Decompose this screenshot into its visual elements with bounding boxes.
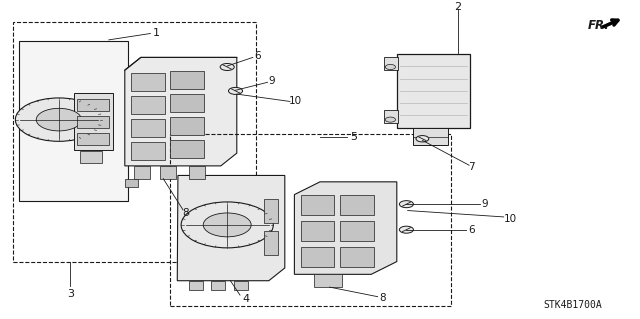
Bar [413, 128, 448, 145]
Circle shape [204, 213, 251, 237]
Text: 9: 9 [482, 198, 488, 209]
Bar [74, 93, 113, 150]
Polygon shape [170, 94, 204, 112]
Text: 6: 6 [254, 51, 260, 62]
Circle shape [220, 63, 234, 70]
Bar [301, 195, 334, 215]
Text: 3: 3 [67, 289, 74, 299]
Bar [264, 199, 278, 223]
Polygon shape [131, 73, 165, 91]
Bar [301, 247, 334, 267]
Text: 5: 5 [350, 132, 356, 142]
Text: 8: 8 [182, 208, 189, 218]
Circle shape [399, 201, 413, 208]
Bar [125, 179, 138, 187]
Circle shape [416, 136, 429, 142]
Bar [340, 195, 374, 215]
Bar [19, 41, 128, 201]
Circle shape [385, 64, 396, 70]
Bar [264, 231, 278, 255]
Bar [340, 247, 374, 267]
Bar [384, 110, 398, 123]
Text: 9: 9 [269, 76, 275, 86]
Text: 6: 6 [468, 225, 475, 235]
Circle shape [36, 108, 81, 131]
Bar [77, 99, 109, 111]
Bar [13, 22, 256, 262]
Circle shape [228, 87, 243, 94]
Text: FR.: FR. [588, 19, 609, 32]
Bar [314, 274, 342, 287]
Polygon shape [170, 71, 204, 89]
Bar [397, 54, 470, 128]
Polygon shape [125, 57, 237, 166]
Polygon shape [131, 96, 165, 114]
Text: 10: 10 [289, 96, 302, 107]
Circle shape [385, 117, 396, 122]
Bar [189, 166, 205, 179]
Bar [77, 116, 109, 128]
Text: STK4B1700A: STK4B1700A [543, 300, 602, 310]
Text: 1: 1 [154, 28, 160, 39]
Bar [211, 281, 225, 290]
Bar [189, 281, 203, 290]
Bar [77, 133, 109, 145]
Text: 2: 2 [454, 2, 461, 12]
Bar [234, 281, 248, 290]
Polygon shape [177, 175, 285, 281]
Polygon shape [131, 142, 165, 160]
Text: 10: 10 [504, 214, 517, 224]
Bar [170, 134, 451, 306]
Polygon shape [294, 182, 397, 274]
Bar [160, 166, 176, 179]
Polygon shape [170, 117, 204, 135]
Bar [384, 57, 398, 70]
Polygon shape [131, 119, 165, 137]
Bar [80, 151, 102, 163]
Circle shape [399, 226, 413, 233]
Bar [301, 221, 334, 241]
Text: 4: 4 [243, 294, 250, 304]
Bar [134, 166, 150, 179]
Polygon shape [170, 140, 204, 158]
Circle shape [15, 98, 102, 141]
Text: 8: 8 [379, 293, 385, 303]
Text: 7: 7 [468, 162, 475, 173]
Circle shape [181, 202, 273, 248]
Bar [340, 221, 374, 241]
